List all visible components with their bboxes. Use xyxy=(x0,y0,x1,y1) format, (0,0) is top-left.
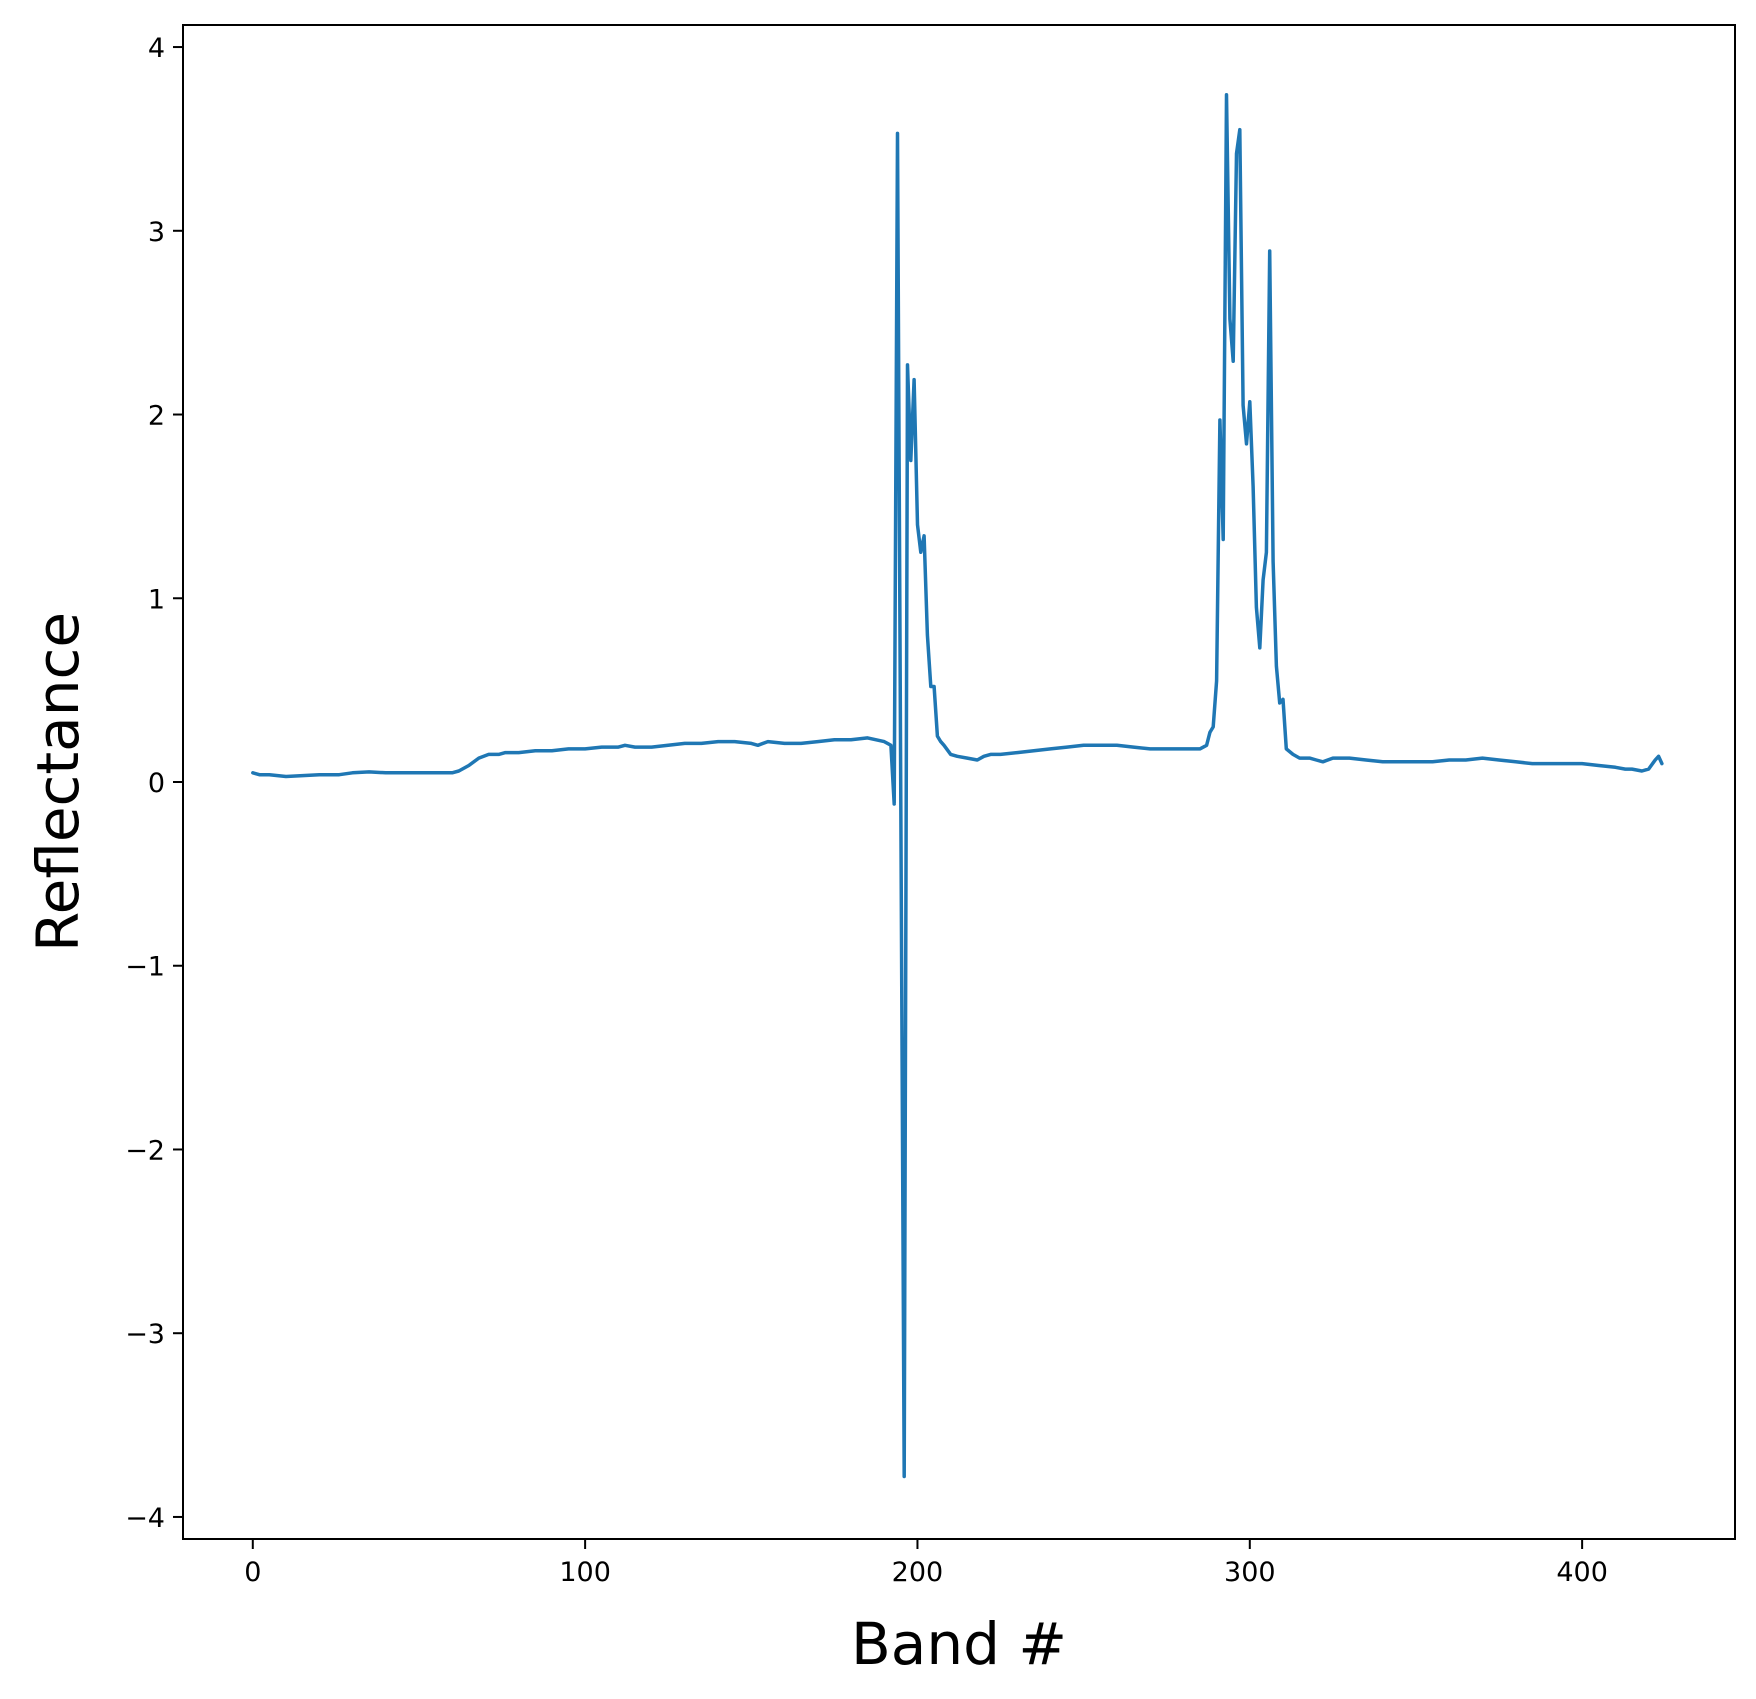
x-axis: 0 100 200 300 400 xyxy=(244,1539,1608,1588)
plot-series xyxy=(251,93,1664,1479)
y-axis: −4 −3 −2 −1 0 1 2 3 4 xyxy=(125,33,183,1534)
x-tick-label-4: 400 xyxy=(1556,1557,1608,1588)
y-tick-label-2: −2 xyxy=(125,1135,165,1166)
x-tick-label-1: 100 xyxy=(559,1557,611,1588)
y-tick-label-3: −1 xyxy=(125,952,165,983)
y-tick-label-8: 4 xyxy=(148,33,165,64)
x-tick-label-0: 0 xyxy=(244,1557,261,1588)
y-tick-label-4: 0 xyxy=(148,768,165,799)
series-line-0 xyxy=(251,93,1664,1479)
y-tick-label-6: 2 xyxy=(148,401,165,432)
y-tick-label-7: 3 xyxy=(148,217,165,248)
y-tick-label-0: −4 xyxy=(125,1503,165,1534)
y-tick-label-5: 1 xyxy=(148,584,165,615)
x-tick-label-3: 300 xyxy=(1224,1557,1276,1588)
x-axis-label: Band # xyxy=(851,1610,1067,1678)
y-tick-label-1: −3 xyxy=(125,1319,165,1350)
plot-area-frame xyxy=(182,24,1736,1540)
y-axis-label: Reflectance xyxy=(24,612,92,952)
x-tick-label-2: 200 xyxy=(892,1557,944,1588)
